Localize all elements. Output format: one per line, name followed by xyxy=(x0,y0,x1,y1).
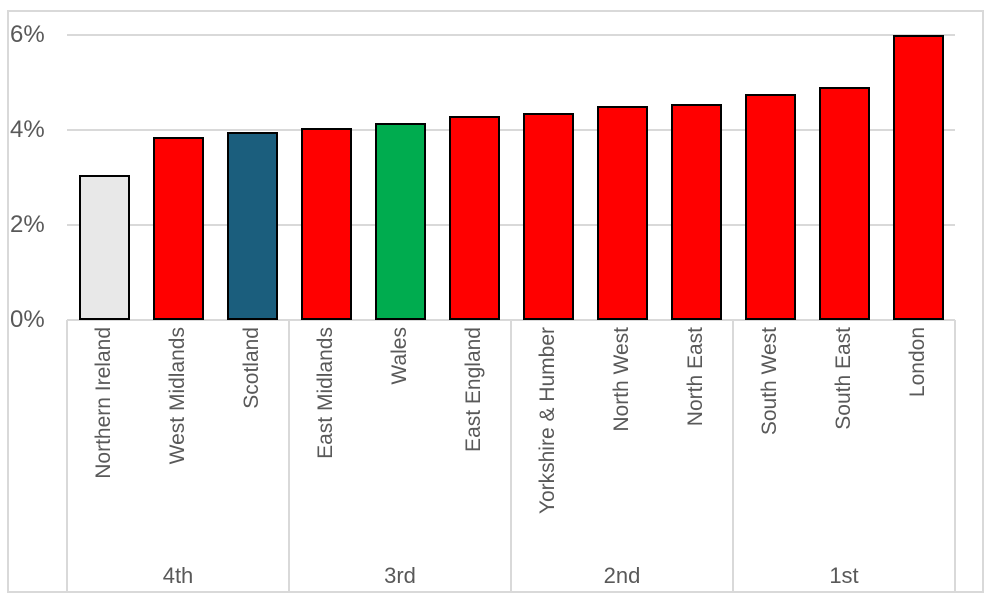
bar-scotland xyxy=(226,132,278,320)
bar-south-west xyxy=(744,94,796,320)
x-label-cell: Northern Ireland xyxy=(67,327,141,562)
group-divider xyxy=(510,320,512,591)
group-divider xyxy=(732,320,734,591)
group-divider xyxy=(288,320,290,591)
x-label-northern-ireland: Northern Ireland xyxy=(92,327,115,479)
bar-south-east xyxy=(818,87,870,320)
gridline xyxy=(67,34,955,36)
x-label-cell: West Midlands xyxy=(141,327,215,562)
x-label-london: London xyxy=(906,327,929,398)
bar-east-england xyxy=(448,115,500,320)
x-label-west-midlands: West Midlands xyxy=(166,327,189,465)
bar-north-west xyxy=(596,106,648,320)
gridline xyxy=(67,224,955,226)
x-label-cell: Scotland xyxy=(215,327,289,562)
group-label-2nd: 2nd xyxy=(603,563,641,588)
bar-west-midlands xyxy=(152,137,204,320)
group-label-1st: 1st xyxy=(829,563,859,588)
x-label-south-east: South East xyxy=(832,327,855,430)
x-label-cell: Yorkshire & Humber xyxy=(511,327,585,562)
bar-yorkshire-humber xyxy=(522,113,574,320)
x-label-cell: East England xyxy=(437,327,511,562)
group-label-4th: 4th xyxy=(162,563,194,588)
x-label-cell: East Midlands xyxy=(289,327,363,562)
bar-north-east xyxy=(670,103,722,320)
bar-wales xyxy=(374,122,426,320)
x-label-east-midlands: East Midlands xyxy=(314,327,337,459)
y-axis-tick-label: 0% xyxy=(10,305,45,333)
group-divider xyxy=(66,320,68,591)
bar-east-midlands xyxy=(300,127,352,320)
x-label-wales: Wales xyxy=(388,327,411,385)
x-label-cell: Wales xyxy=(363,327,437,562)
x-label-cell: South East xyxy=(807,327,881,562)
x-label-cell: North West xyxy=(585,327,659,562)
y-axis-tick-label: 4% xyxy=(10,115,45,143)
x-label-north-east: North East xyxy=(684,327,707,427)
x-label-cell: North East xyxy=(659,327,733,562)
x-label-south-west: South West xyxy=(758,327,781,436)
gridline xyxy=(67,129,955,131)
x-label-yorkshire-humber: Yorkshire & Humber xyxy=(536,327,559,515)
group-label-3rd: 3rd xyxy=(384,563,416,588)
y-axis-tick-label: 2% xyxy=(10,210,45,238)
x-label-scotland: Scotland xyxy=(240,327,263,409)
x-label-north-west: North West xyxy=(610,327,633,432)
bar-northern-ireland xyxy=(78,175,130,320)
bar-london xyxy=(892,35,944,320)
group-divider xyxy=(954,320,956,591)
x-label-cell: London xyxy=(881,327,955,562)
x-label-cell: South West xyxy=(733,327,807,562)
x-label-east-england: East England xyxy=(462,327,485,452)
y-axis-tick-label: 6% xyxy=(10,20,45,48)
